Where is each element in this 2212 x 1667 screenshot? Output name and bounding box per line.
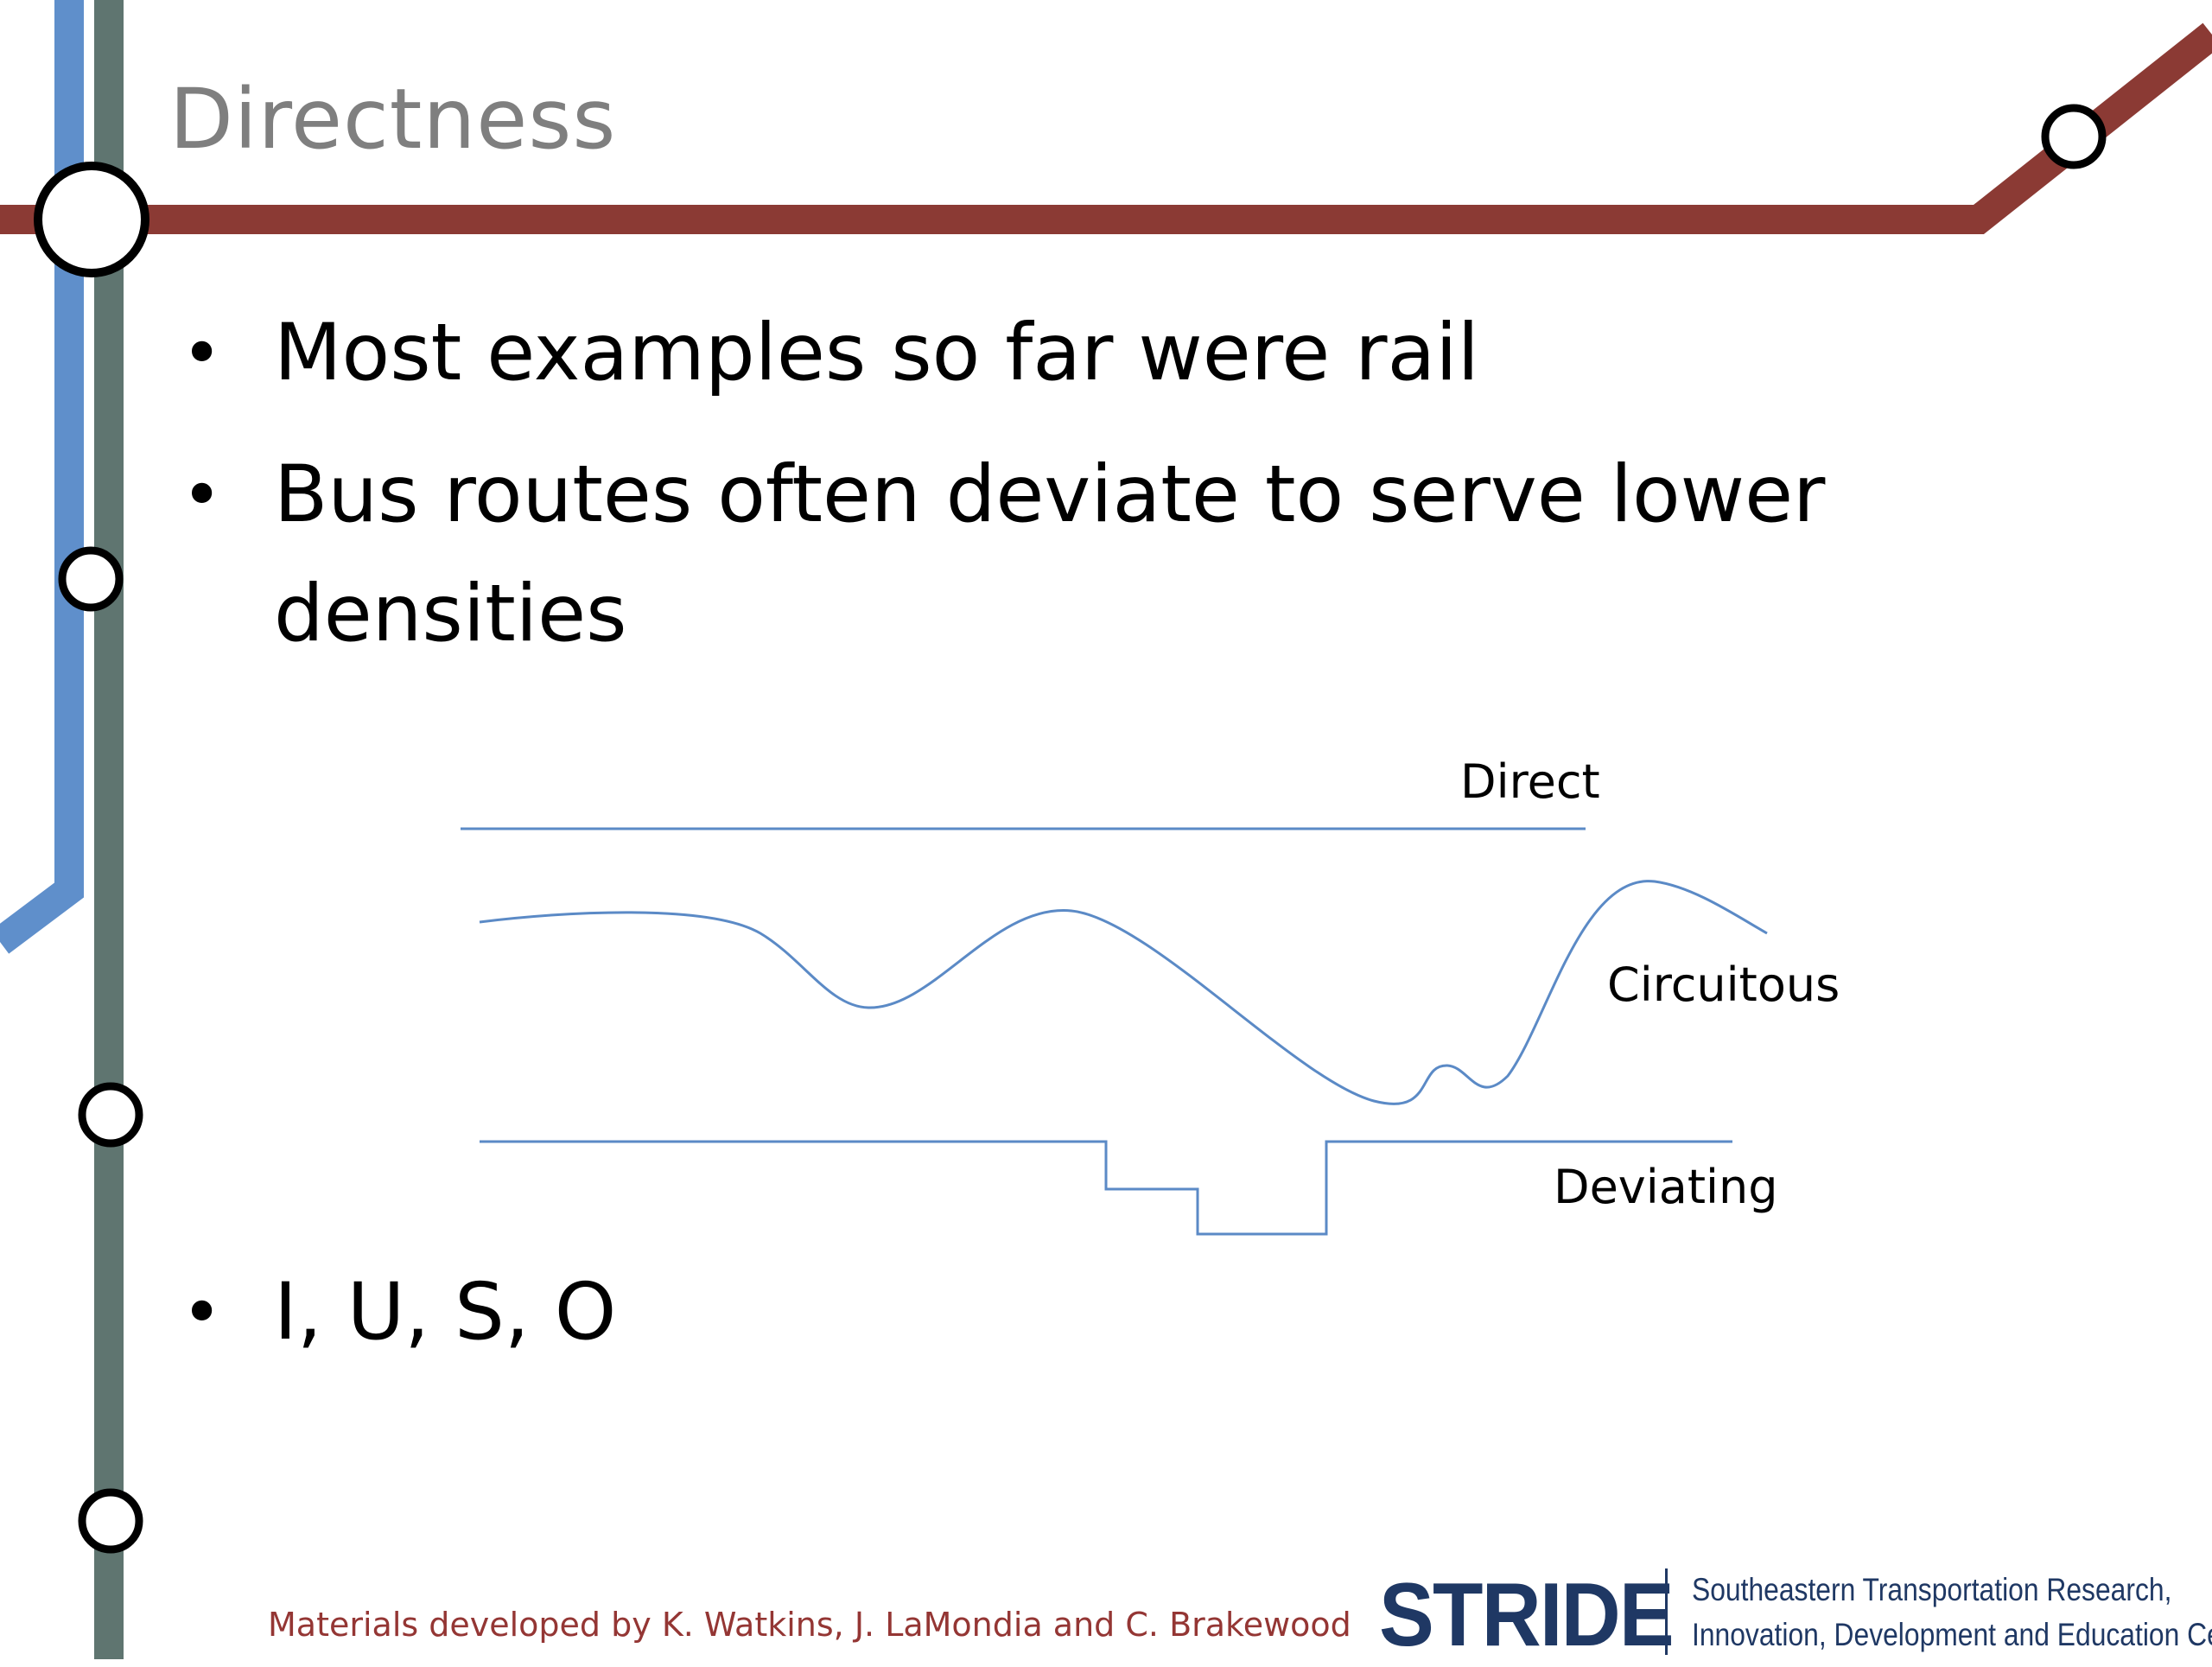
station-icon [58, 546, 124, 612]
logo-divider [1665, 1568, 1668, 1655]
circuitous-route-line [479, 880, 1768, 1105]
bullet-item: • Most examples so far were rail [181, 294, 1910, 413]
slide-title: Directness [169, 71, 617, 168]
bullet-marker: • [181, 313, 223, 393]
circuitous-label: Circuitous [1607, 958, 1840, 1012]
logo-tagline-line1: Southeastern Transportation Research, [1692, 1572, 2172, 1607]
logo-tagline-line2: Innovation, Development and Education Ce… [1692, 1617, 2212, 1652]
deviating-route-line [480, 1140, 1732, 1236]
bullet-text: Most examples so far were rail [274, 308, 1479, 398]
red-transit-line [0, 22, 2212, 234]
transfer-station-icon [34, 162, 149, 277]
bullet-list: • Most examples so far were rail • Bus r… [181, 294, 1910, 697]
bullet-item: • Bus routes often deviate to serve lowe… [181, 436, 1910, 674]
bullet-marker: • [181, 455, 223, 535]
station-icon [78, 1082, 143, 1148]
deviating-label: Deviating [1554, 1160, 1778, 1214]
blue-transit-line [0, 0, 84, 954]
logo-tagline: Southeastern Transportation Research, In… [1692, 1568, 2212, 1657]
bullet-text: Bus routes often deviate to serve lower … [274, 449, 1826, 659]
bullet-marker: • [181, 1272, 223, 1352]
footer-credit: Materials developed by K. Watkins, J. La… [268, 1606, 1351, 1644]
direct-label: Direct [1460, 754, 1600, 809]
stride-logo: STRIDE [1379, 1565, 1675, 1665]
station-icon [78, 1488, 143, 1554]
station-icon [2041, 104, 2107, 169]
bullet-item: • I, U, S, O [181, 1253, 616, 1372]
bullet-text: I, U, S, O [274, 1267, 617, 1358]
